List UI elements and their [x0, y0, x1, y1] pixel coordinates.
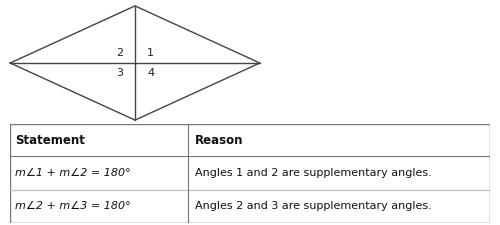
Text: 3: 3	[116, 68, 123, 78]
Text: 2: 2	[116, 48, 123, 58]
Text: 4: 4	[147, 68, 154, 78]
Text: Angles 2 and 3 are supplementary angles.: Angles 2 and 3 are supplementary angles.	[195, 201, 432, 211]
Text: Statement: Statement	[15, 134, 84, 146]
Text: Reason: Reason	[195, 134, 244, 146]
Text: Angles 1 and 2 are supplementary angles.: Angles 1 and 2 are supplementary angles.	[195, 168, 432, 178]
Text: 1: 1	[147, 48, 154, 58]
Text: m∠2 + m∠3 = 180°: m∠2 + m∠3 = 180°	[15, 201, 130, 211]
Text: m∠1 + m∠2 = 180°: m∠1 + m∠2 = 180°	[15, 168, 130, 178]
